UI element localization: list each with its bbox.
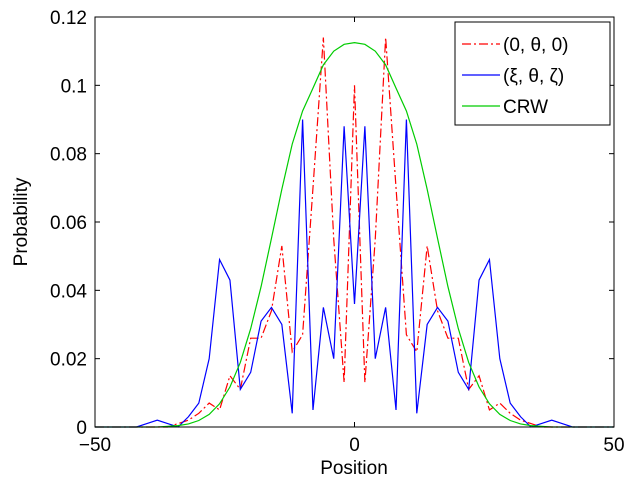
x-axis-label: Position bbox=[320, 458, 388, 478]
y-tick-label: 0.04 bbox=[50, 281, 87, 302]
y-tick-label: 0.1 bbox=[61, 76, 87, 97]
y-tick-label: 0.06 bbox=[50, 213, 87, 234]
series-line-3 bbox=[95, 42, 614, 428]
x-tick-label: 50 bbox=[603, 435, 624, 456]
series-layer bbox=[95, 37, 614, 428]
series-line-1 bbox=[95, 37, 614, 428]
x-tick-label: −50 bbox=[79, 435, 111, 456]
y-axis: 0 0.02 0.04 0.06 0.08 0.1 0.12 bbox=[50, 8, 614, 439]
legend-label-1: (0, θ, 0) bbox=[503, 35, 568, 56]
legend-box bbox=[454, 21, 611, 126]
legend-label-2: (ξ, θ, ζ) bbox=[503, 66, 564, 87]
y-tick-label: 0 bbox=[76, 418, 87, 439]
legend-label-3: CRW bbox=[503, 97, 548, 118]
x-tick-label: 0 bbox=[349, 435, 360, 456]
y-tick-label: 0.12 bbox=[50, 8, 87, 29]
series-line-2 bbox=[95, 119, 614, 428]
x-axis: −50 0 50 bbox=[79, 17, 625, 456]
y-tick-label: 0.08 bbox=[50, 145, 87, 166]
legend: (0, θ, 0) (ξ, θ, ζ) CRW bbox=[454, 21, 611, 126]
y-tick-label: 0.02 bbox=[50, 350, 87, 371]
y-axis-label: Probability bbox=[11, 177, 32, 266]
